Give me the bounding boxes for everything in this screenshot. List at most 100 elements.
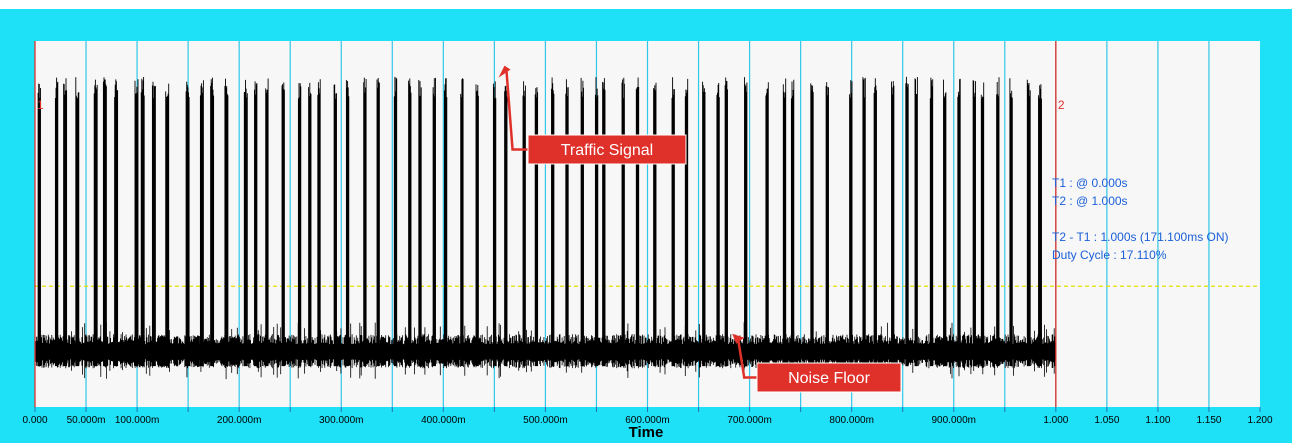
signal-burst — [534, 87, 539, 367]
tick-label: 700.000m — [727, 415, 771, 426]
callout-arrow — [736, 339, 757, 379]
signal-burst — [765, 82, 769, 367]
signal-burst — [580, 77, 584, 367]
callout-box — [527, 134, 687, 165]
tick-label: 900.000m — [932, 415, 976, 426]
signal-burst — [724, 77, 728, 367]
tick-label: 100.000m — [115, 415, 159, 426]
signal-burst — [684, 78, 689, 367]
signal-burst — [980, 82, 985, 367]
signal-burst — [475, 84, 479, 367]
signal-burst — [873, 78, 877, 367]
signal-burst — [93, 79, 98, 367]
signal-burst — [594, 77, 599, 367]
signal-burst — [790, 79, 795, 367]
callout-box — [756, 362, 902, 393]
signal-burst — [140, 77, 145, 367]
signal-burst — [810, 83, 814, 367]
signal-burst — [114, 79, 119, 367]
tick-label: 600.000m — [625, 415, 669, 426]
signal-burst — [565, 79, 569, 367]
callout-arrowhead — [498, 65, 511, 78]
callout-arrow — [505, 71, 528, 151]
measurement-t1: T1 : @ 0.000s — [1052, 176, 1128, 190]
signal-burst — [224, 78, 229, 367]
measurement-t2: T2 : @ 1.000s — [1052, 194, 1128, 208]
signal-burst — [1038, 84, 1042, 367]
signal-burst — [653, 82, 657, 367]
signal-burst — [621, 77, 625, 367]
measurement-duty-cycle: Duty Cycle : 17.110% — [1052, 248, 1167, 262]
signal-burst — [957, 78, 961, 367]
callout-text: Traffic Signal — [561, 142, 653, 159]
signal-burst — [862, 77, 866, 367]
signal-burst — [102, 77, 107, 367]
oscilloscope-chart: 1 2 0.000 50.000m 100.000m 200.000m 300.000m 4… — [22, 41, 1273, 441]
signal-burst — [254, 81, 258, 367]
signal-burst — [265, 78, 269, 367]
signal-burst — [891, 81, 895, 367]
signal-burst — [165, 83, 170, 367]
callout-arrowhead — [732, 333, 745, 344]
signal-burst — [199, 80, 204, 367]
signal-burst — [996, 77, 1000, 367]
signal-burst — [522, 81, 526, 367]
signal-burst — [504, 85, 508, 367]
signal-burst — [418, 80, 422, 367]
tick-label: 1.150 — [1196, 415, 1221, 426]
signal-burst — [635, 77, 640, 367]
tick-label: 50.000m — [67, 415, 106, 426]
signal-burst — [333, 84, 337, 367]
signal-burst — [210, 77, 215, 367]
signal-burst — [914, 77, 918, 367]
callout-traffic-signal: Traffic Signal — [498, 65, 687, 165]
signal-burst — [972, 80, 976, 367]
cursor-label-t1: 1 — [37, 98, 44, 112]
tick-label: 500.000m — [523, 415, 567, 426]
signal-burst — [317, 79, 321, 367]
tick-label: 0.000 — [22, 415, 47, 426]
tick-label: 400.000m — [421, 415, 465, 426]
cursor-label-t2: 2 — [1058, 98, 1065, 112]
signal-burst — [702, 81, 706, 367]
signal-burst — [492, 81, 497, 367]
signal-burst — [243, 79, 248, 367]
signal-burst — [943, 79, 947, 367]
signal-burst — [1009, 78, 1013, 367]
signal-burst — [134, 79, 139, 367]
signal-burst — [744, 77, 748, 367]
tick-label: 1.000 — [1043, 415, 1068, 426]
signal-burst — [782, 78, 787, 367]
signal-burst — [185, 81, 190, 367]
tick-label: 1.200 — [1247, 415, 1272, 426]
tick-label: 200.000m — [217, 415, 261, 426]
x-axis-label: Time — [629, 424, 664, 441]
signal-burst — [345, 80, 350, 367]
callout-text: Noise Floor — [788, 370, 870, 387]
signal-burst — [75, 77, 80, 367]
signal-burst — [63, 78, 68, 367]
tick-label: 1.100 — [1145, 415, 1170, 426]
signal-burst — [551, 77, 555, 367]
signal-burst — [363, 77, 367, 367]
signal-burst — [443, 78, 448, 367]
signal-burst — [905, 76, 909, 367]
signal-burst — [825, 82, 829, 367]
signal-burst — [308, 82, 312, 367]
signal-burst — [151, 81, 156, 367]
tick-label: 800.000m — [829, 415, 873, 426]
signal-burst — [408, 78, 412, 367]
signal-burst — [393, 76, 398, 367]
tick-label: 1.050 — [1094, 415, 1119, 426]
measurement-delta: T2 - T1 : 1.000s (171.100ms ON) — [1052, 230, 1229, 244]
signal-burst — [849, 80, 853, 367]
chart-frame: 1 2 0.000 50.000m 100.000m 200.000m 300.000m 4… — [0, 9, 1292, 443]
callout-noise-floor: Noise Floor — [732, 333, 902, 393]
signal-burst — [297, 83, 302, 367]
signal-burst — [602, 78, 606, 367]
signal-burst — [432, 77, 436, 367]
signal-burst — [929, 77, 934, 367]
tick-label: 300.000m — [319, 415, 363, 426]
signal-burst — [671, 77, 675, 367]
signal-burst — [1026, 79, 1031, 367]
